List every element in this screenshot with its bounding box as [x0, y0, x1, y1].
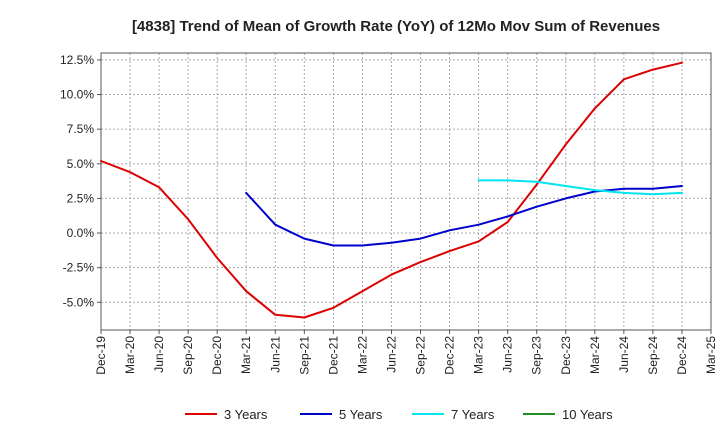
x-axis: Dec-19 Mar-20 Jun-20 Sep-20 Dec-20 Mar-21 Jun-… [94, 330, 718, 375]
y-axis: 12.5% 10.0% 7.5% 5.0% 2.5% 0.0% -2.5% -5.0% [60, 53, 101, 309]
x-tick-label: Sep-20 [181, 336, 195, 375]
series-line-5-years [245, 185, 683, 247]
x-tick-label: Dec-23 [559, 336, 573, 375]
x-tick-label: Mar-23 [472, 336, 486, 374]
x-tick-label: Mar-25 [704, 336, 718, 374]
x-tick-label: Dec-20 [210, 336, 224, 375]
x-tick-label: Jun-23 [501, 336, 515, 373]
x-tick-label: Jun-22 [384, 336, 398, 373]
series-lines [100, 61, 683, 319]
y-tick-label: 12.5% [60, 53, 94, 67]
chart-title: [4838] Trend of Mean of Growth Rate (YoY… [132, 18, 660, 35]
x-tick-label: Jun-21 [268, 336, 282, 373]
plot-border [100, 52, 712, 331]
y-tick-label: 2.5% [67, 191, 95, 205]
y-tick-label: 0.0% [67, 226, 95, 240]
legend: 3 Years 5 Years 7 Years 10 Years [185, 407, 613, 422]
y-tick-label: -2.5% [63, 261, 95, 275]
x-tick-label: Dec-22 [443, 336, 457, 375]
x-tick-label: Dec-24 [675, 336, 689, 375]
x-tick-label: Mar-24 [588, 336, 602, 374]
x-tick-label: Dec-19 [94, 336, 108, 375]
legend-label: 5 Years [339, 407, 383, 422]
x-tick-label: Sep-21 [297, 336, 311, 375]
y-tick-label: 5.0% [67, 157, 95, 171]
x-tick-label: Mar-20 [123, 336, 137, 374]
legend-label: 10 Years [562, 407, 613, 422]
x-tick-label: Sep-23 [530, 336, 544, 375]
y-tick-label: -5.0% [63, 295, 95, 309]
y-tick-label: 7.5% [67, 122, 95, 136]
x-tick-label: Jun-20 [152, 336, 166, 373]
y-tick-label: 10.0% [60, 88, 94, 102]
series-line-7-years [477, 179, 683, 196]
x-tick-label: Mar-21 [239, 336, 253, 374]
plot-area [100, 52, 712, 331]
legend-label: 3 Years [224, 407, 268, 422]
x-tick-label: Jun-24 [617, 336, 631, 373]
grid-lines [101, 53, 711, 330]
legend-label: 7 Years [451, 407, 495, 422]
x-tick-label: Dec-21 [326, 336, 340, 375]
series-line-3-years [100, 61, 683, 319]
x-tick-label: Sep-24 [646, 336, 660, 375]
x-tick-label: Sep-22 [414, 336, 428, 375]
x-tick-label: Mar-22 [355, 336, 369, 374]
